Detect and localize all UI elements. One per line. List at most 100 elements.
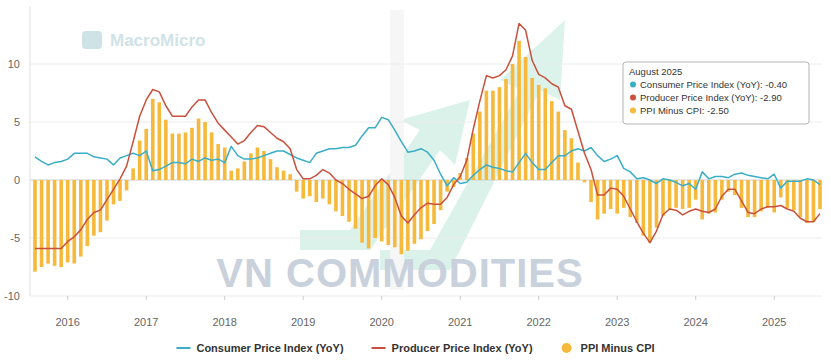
- bar: [72, 180, 76, 264]
- bar: [406, 180, 410, 251]
- bar: [138, 141, 142, 180]
- bar: [367, 180, 371, 248]
- bar-decoration: [390, 10, 404, 290]
- bar: [426, 180, 430, 231]
- x-tick-label: 2024: [683, 316, 707, 328]
- x-tick-label: 2023: [605, 316, 629, 328]
- legend-item: Producer Price Index (YoY): [372, 342, 533, 354]
- x-tick: [303, 296, 304, 300]
- bar: [517, 41, 521, 180]
- bar: [314, 180, 318, 202]
- bar: [347, 180, 351, 222]
- tooltip-box: [623, 62, 809, 124]
- bar: [386, 180, 390, 245]
- x-tick: [538, 296, 539, 300]
- watermark-logo: [82, 31, 102, 49]
- legend-swatch: [176, 347, 190, 349]
- bar: [700, 180, 704, 219]
- plot-area: [33, 23, 822, 271]
- bar: [589, 180, 593, 202]
- bar: [118, 180, 122, 201]
- bar: [439, 180, 443, 210]
- x-tick-label: 2020: [369, 316, 393, 328]
- bar: [413, 180, 417, 244]
- bar: [759, 180, 763, 211]
- bar: [229, 171, 233, 180]
- bar: [380, 180, 384, 241]
- y-tick-label: -5: [10, 232, 20, 244]
- bar: [615, 180, 619, 214]
- bar: [471, 134, 475, 180]
- bar: [190, 128, 194, 180]
- bar: [805, 180, 809, 223]
- bar: [550, 101, 554, 180]
- bar: [92, 180, 96, 236]
- bar: [674, 180, 678, 208]
- bar: [334, 180, 338, 211]
- tooltip-entry: PPI Minus CPI: -2.50: [640, 105, 729, 116]
- tooltip-title: August 2025: [629, 66, 682, 77]
- x-tick: [695, 296, 696, 300]
- legend-swatch: [562, 343, 572, 353]
- bar: [511, 64, 515, 180]
- tooltip: August 2025 Consumer Price Index (YoY): -…: [623, 62, 809, 124]
- bar: [537, 85, 541, 180]
- bar: [223, 148, 227, 180]
- bar: [99, 180, 103, 232]
- bar: [661, 180, 665, 216]
- bar: [308, 180, 312, 196]
- y-tick-label: 0: [14, 174, 20, 186]
- bar: [210, 132, 214, 180]
- tooltip-dot: [630, 108, 636, 114]
- chart: MacroMicroVN COMMODITIES-10-505102016201…: [0, 0, 831, 363]
- bar: [799, 180, 803, 217]
- bar: [812, 180, 816, 222]
- watermark: MacroMicro: [110, 31, 205, 50]
- bar: [301, 180, 305, 199]
- x-tick: [146, 296, 147, 300]
- bar: [609, 180, 613, 209]
- background-decoration: [300, 10, 565, 290]
- bar: [177, 134, 181, 180]
- bar: [360, 180, 364, 243]
- bar: [524, 57, 528, 180]
- legend-item: Consumer Price Index (YoY): [176, 342, 343, 354]
- bar: [164, 120, 168, 180]
- bar: [393, 180, 397, 247]
- bar: [328, 180, 332, 204]
- bar: [131, 168, 135, 180]
- legend-swatch: [372, 347, 386, 349]
- line: [35, 23, 820, 248]
- y-axis-line: [30, 6, 31, 296]
- watermark: VN COMMODITIES: [216, 251, 583, 295]
- bar: [557, 112, 561, 180]
- bar: [203, 122, 207, 180]
- bar: [33, 180, 37, 272]
- bar: [256, 148, 260, 180]
- bar: [288, 174, 292, 180]
- x-tick: [381, 296, 382, 300]
- bar: [792, 180, 796, 210]
- bar: [648, 180, 652, 243]
- x-tick: [460, 296, 461, 300]
- bar: [583, 180, 587, 182]
- tooltip-entry: Consumer Price Index (YoY): -0.40: [640, 79, 787, 90]
- bar: [236, 168, 240, 180]
- x-tick-label: 2018: [212, 316, 236, 328]
- bar: [543, 88, 547, 180]
- bar: [171, 134, 175, 180]
- y-tick-label: 10: [8, 58, 20, 70]
- bar: [655, 180, 659, 228]
- bar: [184, 132, 188, 180]
- bar: [321, 180, 325, 199]
- x-tick-label: 2021: [448, 316, 472, 328]
- bar: [785, 180, 789, 208]
- x-tick: [224, 296, 225, 300]
- bar: [59, 180, 63, 267]
- bar: [275, 167, 279, 180]
- bar: [504, 79, 508, 180]
- bar: [498, 87, 502, 180]
- bar: [243, 161, 247, 180]
- bar: [197, 119, 201, 180]
- legend-label: PPI Minus CPI: [581, 342, 655, 354]
